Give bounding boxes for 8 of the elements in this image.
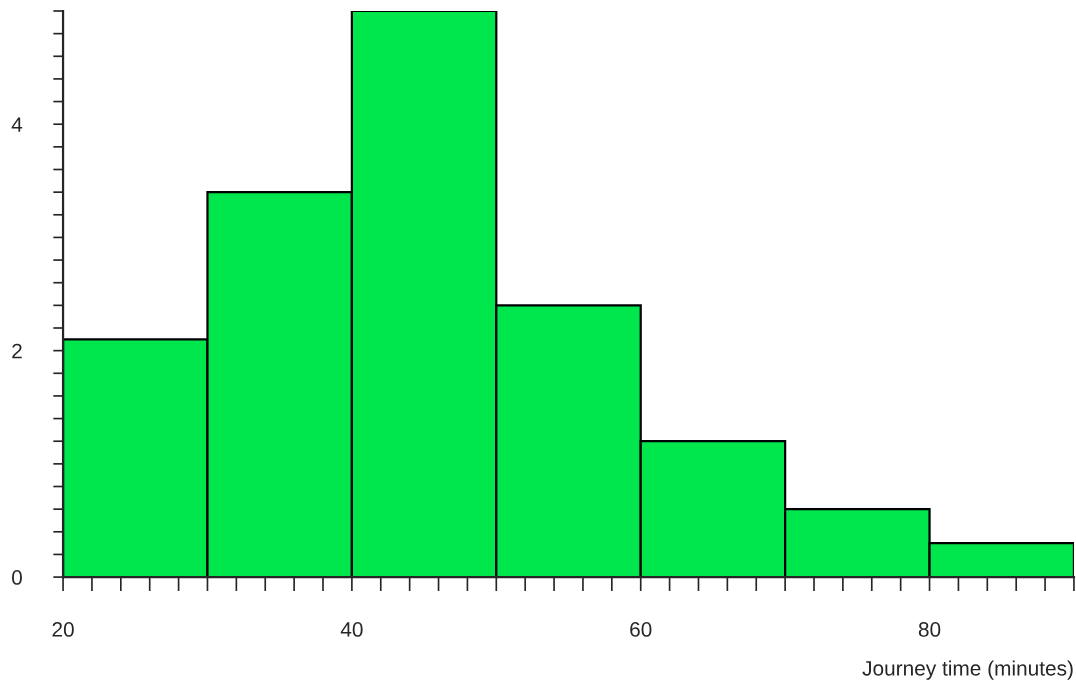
x-tick-label: 60 [630,622,652,637]
y-tick-label: 2 [12,343,22,359]
x-tick-label: 80 [918,622,941,637]
y-tick-label: 0 [12,570,22,585]
x-axis-title: Journey time (minutes) [862,660,1073,680]
x-tick-label: 20 [52,622,74,637]
y-tick-label: 4 [11,117,23,132]
x-tick-label: 40 [340,622,363,637]
